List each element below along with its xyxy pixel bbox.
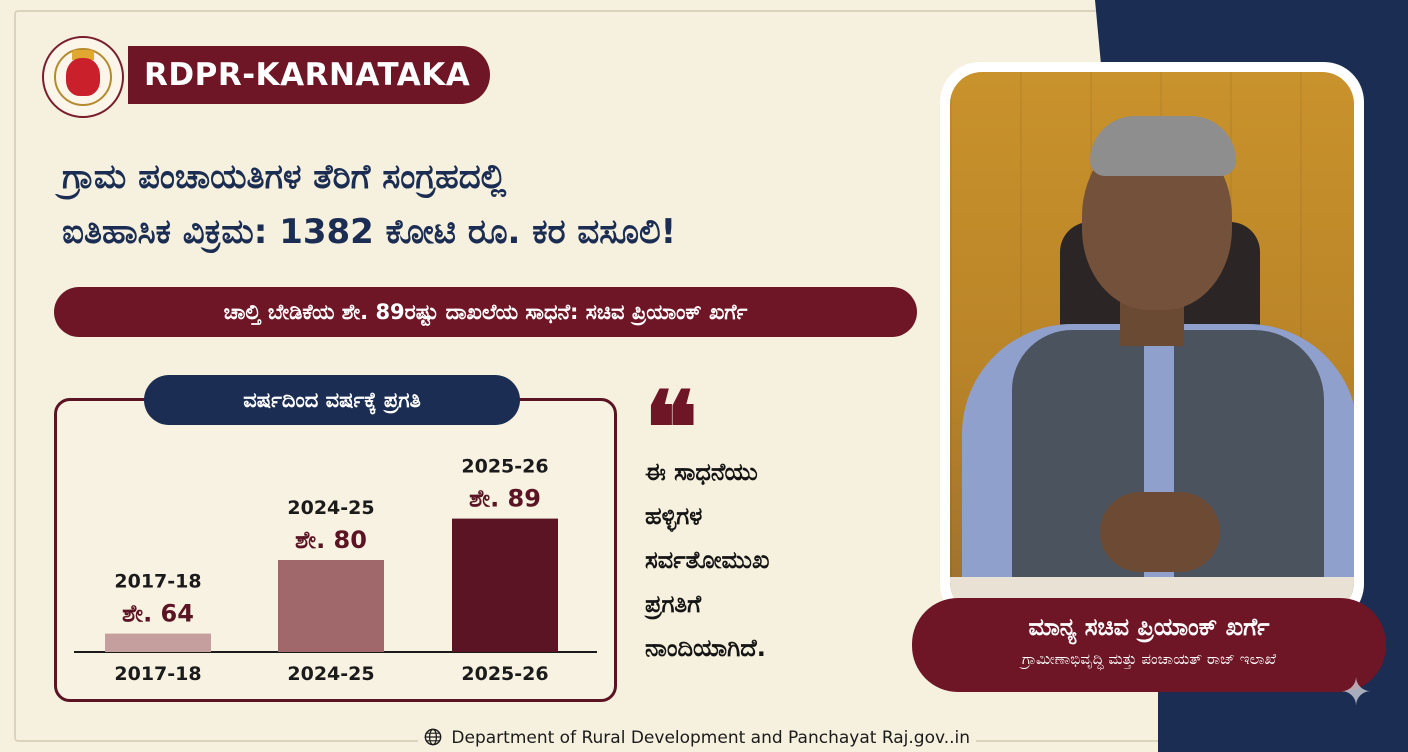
- x-tick-label: 2017-18: [114, 663, 201, 685]
- photo-placeholder: [950, 72, 1354, 614]
- karnataka-emblem-icon: [42, 36, 124, 118]
- bar-2025-26: [452, 518, 558, 652]
- minister-photo: [940, 62, 1364, 624]
- headline: ಗ್ರಾಮ ಪಂಚಾಯತಿಗಳ ತೆರಿಗೆ ಸಂಗ್ರಹದಲ್ಲಿ ಐತಿಹಾ…: [62, 150, 922, 260]
- minister-name-banner: ಮಾನ್ಯ ಸಚಿವ ಪ್ರಿಯಾಂಕ್ ಖರ್ಗೆ ಗ್ರಾಮೀಣಾಭಿವೃದ…: [912, 598, 1386, 692]
- x-tick-label: 2024-25: [287, 663, 374, 685]
- brand-title: RDPR-KARNATAKA: [128, 46, 490, 104]
- quote-line: ಸರ್ವತೋಮುಖ: [645, 546, 770, 574]
- bar-2017-18: [105, 633, 211, 652]
- headline-line-2: ಐತಿಹಾಸಿಕ ವಿಕ್ರಮ: 1382 ಕೋಟಿ ರೂ. ಕರ ವಸೂಲಿ!: [62, 212, 677, 252]
- bar-2024-25: [278, 560, 384, 652]
- sparkle-icon: ✦: [1340, 670, 1372, 714]
- bar-year-label: 2024-25: [287, 497, 374, 519]
- emblem-crown: [72, 50, 94, 60]
- emblem-ring: [54, 48, 112, 106]
- headline-line-1: ಗ್ರಾಮ ಪಂಚಾಯತಿಗಳ ತೆರಿಗೆ ಸಂಗ್ರಹದಲ್ಲಿ: [62, 157, 507, 197]
- data-label: ಶೇ. 89: [469, 485, 541, 513]
- data-label: ಶೇ. 80: [295, 526, 367, 554]
- footer-text: Department of Rural Development and Panc…: [451, 728, 971, 748]
- quote-mark-icon: ❝: [644, 369, 698, 487]
- clasped-hands: [1100, 492, 1220, 572]
- quote-line: ನಾಂದಿಯಾಗಿದೆ.: [645, 634, 766, 662]
- quote-line: ಹಳ್ಳಿಗಳ: [645, 502, 703, 530]
- globe-icon: [424, 728, 442, 746]
- minister-role: ಗ್ರಾಮೀಣಾಭಿವೃದ್ಧಿ ಮತ್ತು ಪಂಚಾಯತ್ ರಾಜ್ ಇಲಾಖ…: [1021, 650, 1277, 668]
- emblem-shield: [66, 58, 100, 96]
- chart-title: ವರ್ಷದಿಂದ ವರ್ಷಕ್ಕೆ ಪ್ರಗತಿ: [144, 375, 520, 425]
- footer: Department of Rural Development and Panc…: [418, 724, 977, 752]
- data-label: ಶೇ. 64: [122, 600, 194, 628]
- bar-year-label: 2025-26: [461, 456, 548, 478]
- minister-name: ಮಾನ್ಯ ಸಚಿವ ಪ್ರಿಯಾಂಕ್ ಖರ್ಗೆ: [1028, 613, 1270, 641]
- subhead-banner: ಚಾಲ್ತಿ ಬೇಡಿಕೆಯ ಶೇ. 89ರಷ್ಟು ದಾಖಲೆಯ ಸಾಧನೆ:…: [54, 287, 917, 337]
- hair: [1090, 116, 1236, 176]
- quote-line: ಪ್ರಗತಿಗೆ: [645, 590, 702, 618]
- bar-year-label: 2017-18: [114, 571, 201, 593]
- x-tick-label: 2025-26: [461, 663, 548, 685]
- progress-bar-chart: ಶೇ. 64 2017-18 2017-18 ಶೇ. 80 2024-25 2024-25…: [74, 456, 597, 685]
- quote-text: ಈ ಸಾಧನೆಯು ಹಳ್ಳಿಗಳ ಸರ್ವತೋಮುಖ ಪ್ರಗತಿಗೆ ನಾಂದಿಯಾ…: [645, 450, 885, 670]
- quote-line: ಈ ಸಾಧನೆಯು: [645, 458, 758, 486]
